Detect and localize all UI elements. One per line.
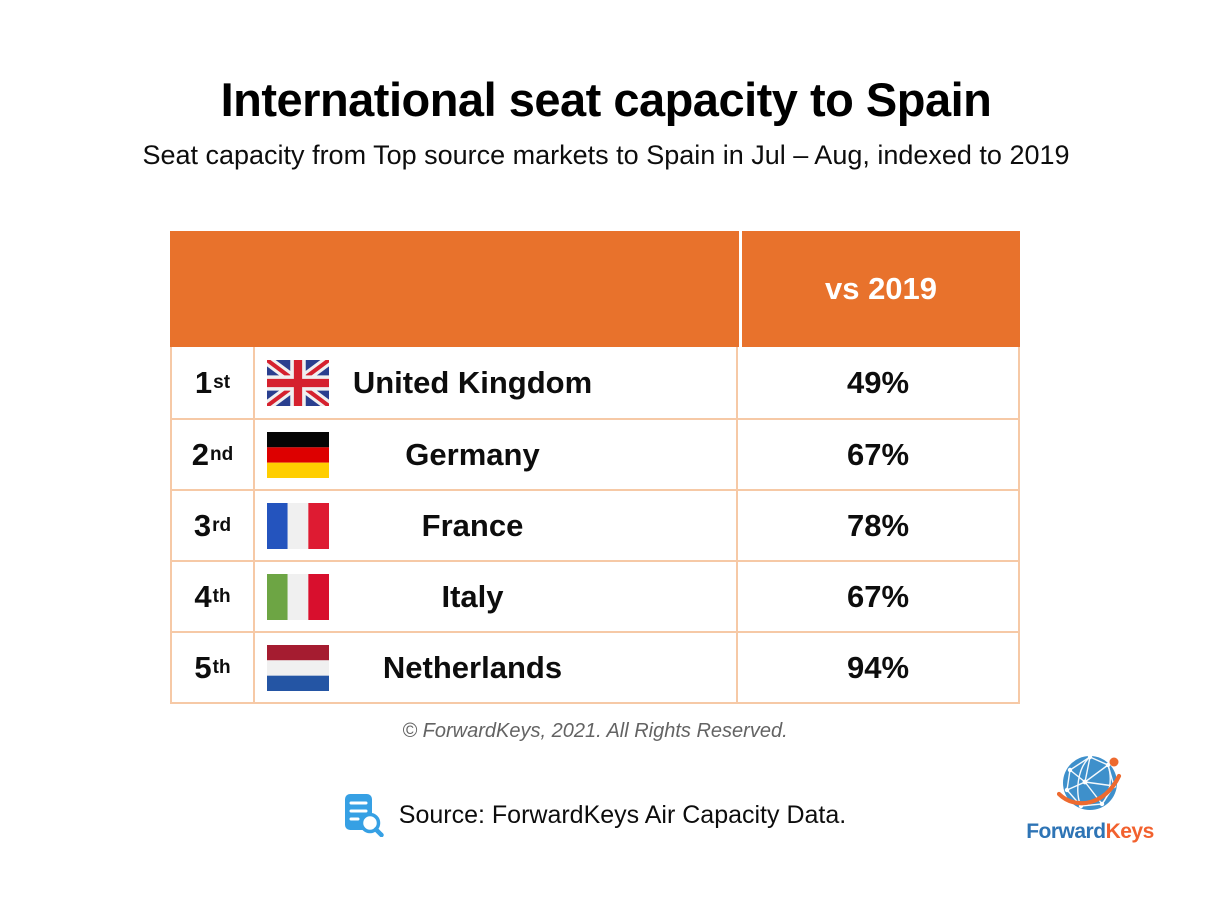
logo-word-keys: Keys [1105,820,1155,843]
forwardkeys-logo: ForwardKeys [1012,752,1168,844]
rank-number: 3 [193,507,212,543]
country-name: Germany [405,436,540,472]
table-header-divider [739,231,742,347]
copyright-text: © ForwardKeys, 2021. All Rights Reserved… [402,720,788,742]
forwardkeys-globe-icon [1057,754,1122,810]
rank-number: 4 [194,578,212,614]
table-header-vs2019: vs 2019 [742,231,1020,347]
country-name: Italy [441,578,504,614]
rank-number: 1 [194,364,213,400]
country-cell: Germany [255,420,738,489]
rank-number: 2 [191,436,210,472]
united-kingdom-flag-icon [267,359,329,406]
country-name: France [421,507,524,543]
value-cell: 78% [846,507,910,543]
country-cell: Italy [255,562,738,631]
value-cell: 67% [846,578,910,614]
country-cell: France [255,491,738,560]
france-flag-icon [267,502,329,549]
netherlands-flag-icon [267,644,329,691]
table-header-empty-cell [170,231,739,347]
document-search-icon [344,794,384,837]
source-text: Source: ForwardKeys Air Capacity Data. [398,800,847,829]
rank-number: 5 [194,649,212,685]
country-cell: United Kingdom [255,347,738,418]
page-subtitle: Seat capacity from Top source markets to… [142,140,1070,170]
germany-flag-icon [267,431,329,478]
value-cell: 49% [846,364,910,400]
value-cell: 94% [846,649,910,685]
page-title: International seat capacity to Spain [220,73,992,126]
country-cell: Netherlands [255,633,738,702]
forwardkeys-wordmark: ForwardKeys [1026,820,1154,844]
country-name: Netherlands [382,649,563,685]
italy-flag-icon [267,573,329,620]
table-header-row: vs 2019 [170,231,1020,347]
value-cell: 67% [846,436,910,472]
logo-word-forward: Forward [1026,820,1106,843]
country-name: United Kingdom [352,364,593,400]
source-row: Source: ForwardKeys Air Capacity Data. [170,792,1020,838]
